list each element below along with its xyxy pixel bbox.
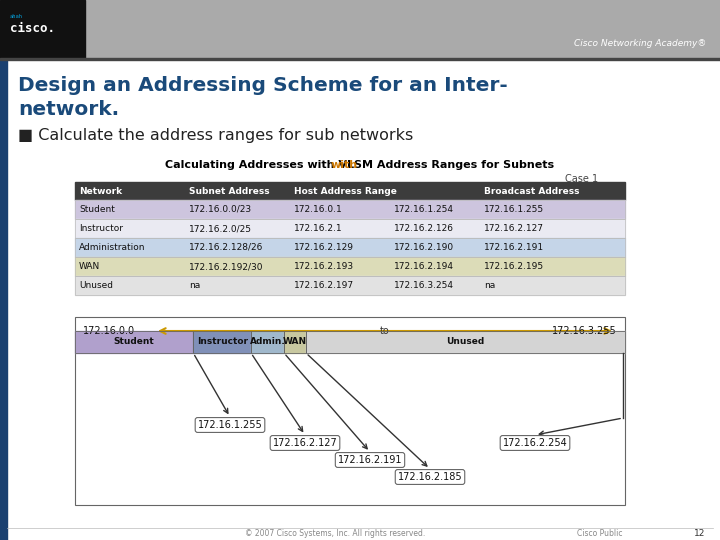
Text: ■ Calculate the address ranges for sub networks: ■ Calculate the address ranges for sub n… xyxy=(18,128,413,143)
Text: 172.16.3.255: 172.16.3.255 xyxy=(552,326,617,336)
Text: Subnet Address: Subnet Address xyxy=(189,186,269,195)
Bar xyxy=(75,200,625,219)
Bar xyxy=(0,58,720,540)
Text: Instructor: Instructor xyxy=(79,224,123,233)
Text: 172.16.2.190: 172.16.2.190 xyxy=(394,243,454,252)
Bar xyxy=(75,257,625,276)
Text: 172.16.2.191: 172.16.2.191 xyxy=(338,455,402,465)
Bar xyxy=(75,276,625,295)
Text: 172.16.2.128/26: 172.16.2.128/26 xyxy=(189,243,264,252)
Text: Cisco Networking Academy®: Cisco Networking Academy® xyxy=(574,39,706,49)
Text: Unused: Unused xyxy=(446,338,485,347)
Text: Instructor: Instructor xyxy=(197,338,248,347)
Bar xyxy=(306,331,625,353)
Text: to: to xyxy=(380,326,390,336)
Text: 172.16.2.194: 172.16.2.194 xyxy=(394,262,454,271)
Text: ahah: ahah xyxy=(10,14,23,18)
Text: WAN: WAN xyxy=(79,262,100,271)
Text: 172.16.2.126: 172.16.2.126 xyxy=(394,224,454,233)
Text: 172.16.2.0/25: 172.16.2.0/25 xyxy=(189,224,252,233)
Text: na: na xyxy=(189,281,200,290)
Bar xyxy=(75,276,625,295)
Text: © 2007 Cisco Systems, Inc. All rights reserved.: © 2007 Cisco Systems, Inc. All rights re… xyxy=(245,530,425,538)
Text: 172.16.2.192/30: 172.16.2.192/30 xyxy=(189,262,264,271)
Text: network.: network. xyxy=(18,100,119,119)
Text: Broadcast Address: Broadcast Address xyxy=(484,186,580,195)
Text: Calculating Addresses with VLSM Address Ranges for Subnets: Calculating Addresses with VLSM Address … xyxy=(166,160,554,170)
Bar xyxy=(75,238,625,257)
Bar xyxy=(0,58,720,60)
Text: Cisco Public: Cisco Public xyxy=(577,530,623,538)
Bar xyxy=(0,58,7,540)
Bar xyxy=(284,331,306,353)
Text: 172.16.2.197: 172.16.2.197 xyxy=(294,281,354,290)
Text: 172.16.2.191: 172.16.2.191 xyxy=(484,243,544,252)
Text: Design an Addressing Scheme for an Inter-: Design an Addressing Scheme for an Inter… xyxy=(18,76,508,95)
Bar xyxy=(75,182,625,200)
Text: Unused: Unused xyxy=(79,281,113,290)
Text: 172.16.3.254: 172.16.3.254 xyxy=(394,281,454,290)
Bar xyxy=(251,331,284,353)
Text: Host Address Range: Host Address Range xyxy=(294,186,397,195)
Text: na: na xyxy=(484,281,495,290)
Text: 172.16.2.195: 172.16.2.195 xyxy=(484,262,544,271)
Bar xyxy=(75,219,625,238)
Text: Case 1: Case 1 xyxy=(565,174,598,184)
Bar xyxy=(75,257,625,276)
Text: 172.16.1.255: 172.16.1.255 xyxy=(484,205,544,214)
Text: 172.16.1.254: 172.16.1.254 xyxy=(394,205,454,214)
Bar xyxy=(0,0,720,58)
Bar xyxy=(0,0,85,58)
Bar xyxy=(75,219,625,238)
Text: 172.16.2.185: 172.16.2.185 xyxy=(397,472,462,482)
Text: Student: Student xyxy=(114,338,155,347)
Text: 172.16.2.254: 172.16.2.254 xyxy=(503,438,567,448)
Bar xyxy=(193,331,251,353)
Text: 172.16.0.0: 172.16.0.0 xyxy=(83,326,135,336)
Bar xyxy=(306,331,625,353)
Bar xyxy=(251,331,284,353)
Text: 172.16.2.127: 172.16.2.127 xyxy=(484,224,544,233)
Text: 172.16.2.193: 172.16.2.193 xyxy=(294,262,354,271)
Text: 172.16.2.127: 172.16.2.127 xyxy=(273,438,338,448)
Text: Admin.: Admin. xyxy=(250,338,285,347)
Bar xyxy=(193,331,251,353)
Text: 172.16.1.255: 172.16.1.255 xyxy=(197,420,262,430)
Text: Student: Student xyxy=(79,205,115,214)
Bar xyxy=(75,200,625,219)
Text: WAN: WAN xyxy=(283,338,307,347)
Text: 172.16.2.1: 172.16.2.1 xyxy=(294,224,343,233)
Text: 12: 12 xyxy=(694,530,706,538)
Bar xyxy=(75,317,625,505)
Bar xyxy=(75,238,625,257)
Text: Administration: Administration xyxy=(79,243,145,252)
Bar xyxy=(75,331,193,353)
Text: cisco.: cisco. xyxy=(10,22,55,35)
Text: 172.16.0.1: 172.16.0.1 xyxy=(294,205,343,214)
Text: 172.16.2.129: 172.16.2.129 xyxy=(294,243,354,252)
Text: 172.16.0.0/23: 172.16.0.0/23 xyxy=(189,205,252,214)
Bar xyxy=(75,331,193,353)
Text: Network: Network xyxy=(79,186,122,195)
Bar xyxy=(284,331,306,353)
Text: with: with xyxy=(330,160,358,170)
